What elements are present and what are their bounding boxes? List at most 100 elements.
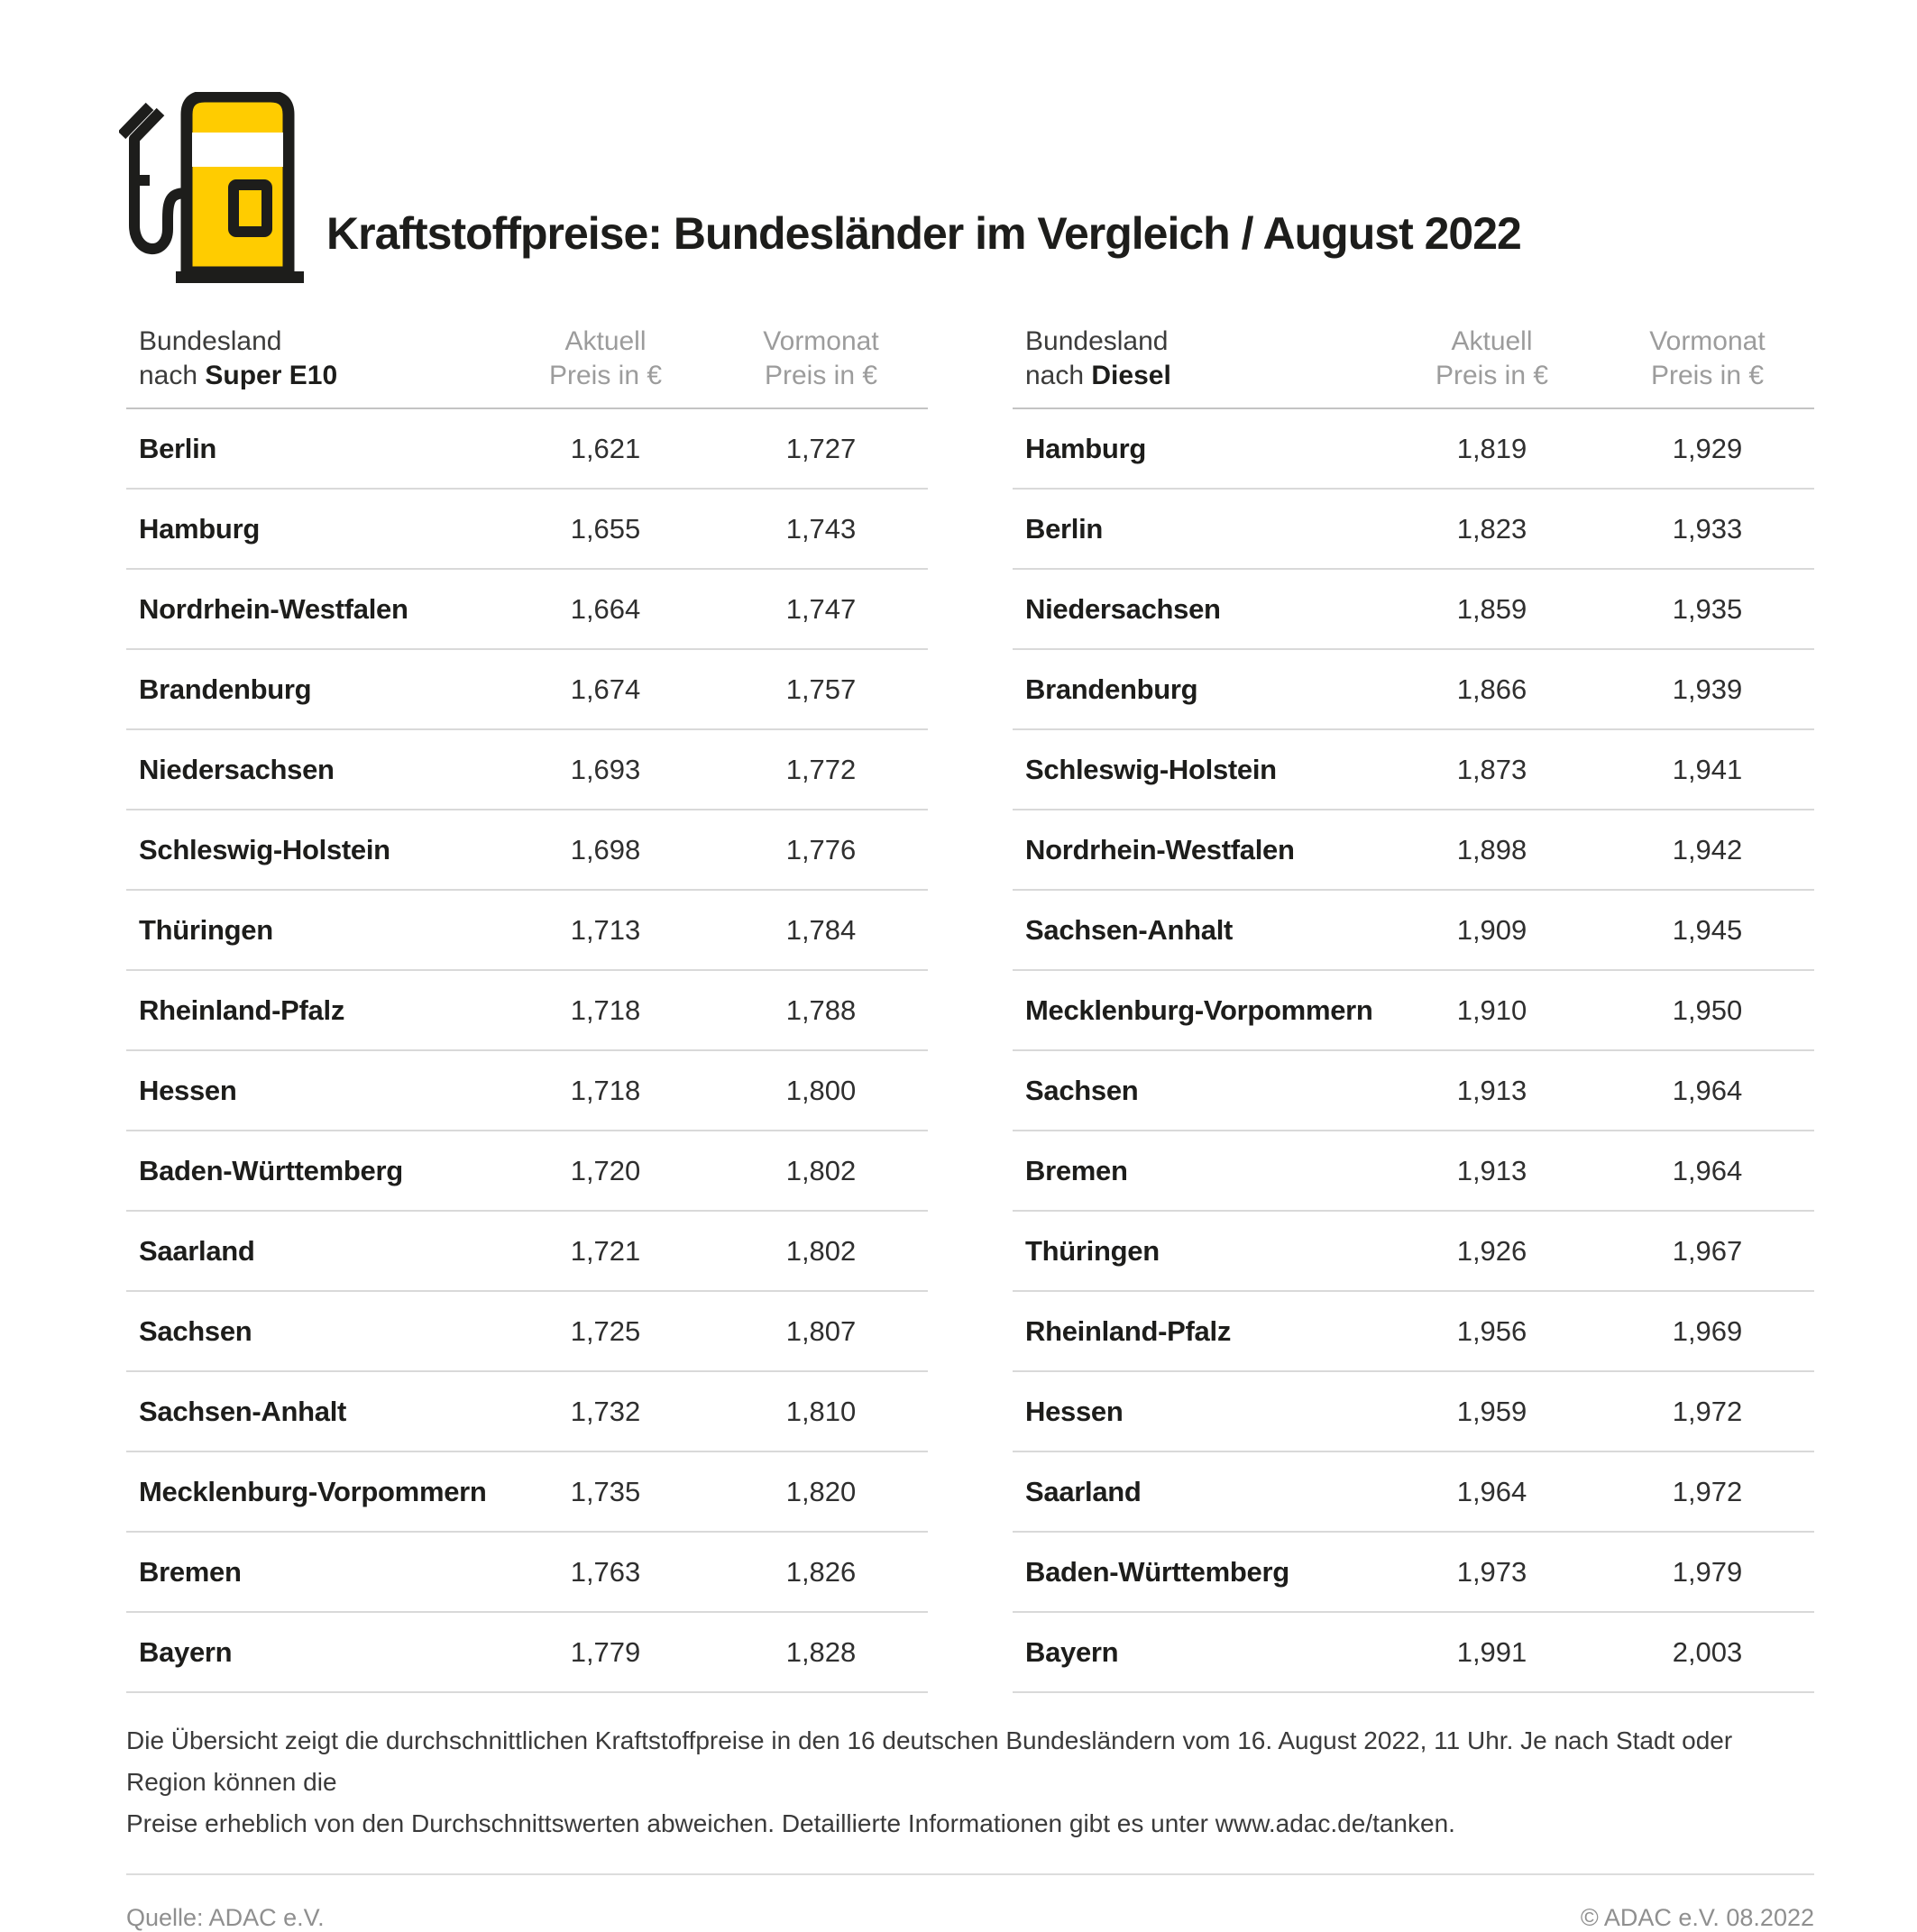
price-aktuell: 1,909 (1456, 913, 1527, 946)
table-header-line1: Bundesland (139, 326, 282, 356)
table-row: Baden-Württemberg 1,720 1,802 (126, 1131, 928, 1212)
bundesland-label: Bremen (1025, 1154, 1128, 1186)
table-row: Schleswig-Holstein 1,873 1,941 (1013, 730, 1814, 810)
bundesland-label: Saarland (1025, 1475, 1142, 1507)
price-aktuell: 1,674 (570, 673, 641, 705)
price-vormonat: 1,935 (1672, 592, 1743, 625)
pump-display-window (228, 179, 272, 237)
bundesland-label: Rheinland-Pfalz (1025, 1314, 1232, 1347)
price-aktuell: 1,873 (1456, 753, 1527, 785)
price-aktuell: 1,655 (570, 512, 641, 545)
table-row: Hamburg 1,819 1,929 (1013, 409, 1814, 490)
price-aktuell: 1,973 (1456, 1555, 1527, 1588)
pump-base (176, 271, 304, 283)
price-vormonat: 1,810 (785, 1395, 857, 1427)
bundesland-label: Bayern (139, 1635, 233, 1668)
table-row: Nordrhein-Westfalen 1,664 1,747 (126, 570, 928, 650)
price-aktuell: 1,991 (1456, 1635, 1527, 1668)
price-aktuell: 1,910 (1456, 993, 1527, 1026)
column-header-aktuell-line1: Aktuell (564, 326, 647, 356)
bundesland-label: Brandenburg (1025, 673, 1198, 705)
column-header-aktuell-line2: Preis in € (548, 361, 663, 390)
pump-nozzle-spout (119, 102, 154, 140)
bundesland-label: Thüringen (139, 913, 273, 946)
price-vormonat: 1,950 (1672, 993, 1743, 1026)
bundesland-label: Berlin (139, 432, 217, 464)
price-aktuell: 1,959 (1456, 1395, 1527, 1427)
bundesland-label: Hamburg (139, 512, 260, 545)
price-aktuell: 1,621 (570, 432, 641, 464)
price-vormonat: 1,941 (1672, 753, 1743, 785)
bundesland-label: Saarland (139, 1234, 255, 1267)
table-row: Bremen 1,763 1,826 (126, 1533, 928, 1613)
bundesland-label: Sachsen (1025, 1074, 1139, 1106)
price-aktuell: 1,720 (570, 1154, 641, 1186)
table-header-bundesland: Bundesland nach Super E10 (126, 325, 513, 393)
bundesland-label: Brandenburg (139, 673, 312, 705)
table-row: Hessen 1,718 1,800 (126, 1051, 928, 1131)
divider (126, 1873, 1814, 1875)
price-vormonat: 1,929 (1672, 432, 1743, 464)
table-row: Mecklenburg-Vorpommern 1,910 1,950 (1013, 971, 1814, 1051)
table-header-fuel-type: Super E10 (205, 361, 338, 390)
fuel-pump-icon (119, 92, 304, 283)
table-body: Hamburg 1,819 1,929 Berlin 1,823 1,933 Nieders… (1013, 409, 1814, 1693)
table-row: Mecklenburg-Vorpommern 1,735 1,820 (126, 1452, 928, 1533)
source-label: Quelle: ADAC e.V. (126, 1904, 325, 1931)
price-aktuell: 1,913 (1456, 1154, 1527, 1186)
table-row: Bayern 1,779 1,828 (126, 1613, 928, 1693)
table-row: Sachsen 1,913 1,964 (1013, 1051, 1814, 1131)
price-aktuell: 1,859 (1456, 592, 1527, 625)
copyright-label: © ADAC e.V. 08.2022 (1580, 1904, 1814, 1931)
price-vormonat: 2,003 (1672, 1635, 1743, 1668)
price-vormonat: 1,800 (785, 1074, 857, 1106)
price-vormonat: 1,743 (785, 512, 857, 545)
table-row: Baden-Württemberg 1,973 1,979 (1013, 1533, 1814, 1613)
price-vormonat: 1,933 (1672, 512, 1743, 545)
table-row: Bayern 1,991 2,003 (1013, 1613, 1814, 1693)
bundesland-label: Hessen (1025, 1395, 1124, 1427)
footnote-line2: Preise erheblich von den Durchschnittswe… (126, 1809, 1455, 1837)
price-aktuell: 1,823 (1456, 512, 1527, 545)
price-aktuell: 1,956 (1456, 1314, 1527, 1347)
table-row: Saarland 1,964 1,972 (1013, 1452, 1814, 1533)
bundesland-label: Mecklenburg-Vorpommern (1025, 993, 1373, 1026)
price-aktuell: 1,735 (570, 1475, 641, 1507)
bundesland-label: Niedersachsen (1025, 592, 1221, 625)
table-header-line1: Bundesland (1025, 326, 1169, 356)
bundesland-label: Sachsen (139, 1314, 252, 1347)
price-vormonat: 1,784 (785, 913, 857, 946)
bundesland-label: Hessen (139, 1074, 237, 1106)
price-aktuell: 1,725 (570, 1314, 641, 1347)
bundesland-label: Nordrhein-Westfalen (1025, 833, 1295, 865)
price-vormonat: 1,802 (785, 1154, 857, 1186)
column-header-vormonat: Vormonat Preis in € (1615, 325, 1800, 393)
price-vormonat: 1,964 (1672, 1074, 1743, 1106)
price-vormonat: 1,945 (1672, 913, 1743, 946)
bundesland-label: Bremen (139, 1555, 242, 1588)
bundesland-label: Rheinland-Pfalz (139, 993, 345, 1026)
bundesland-label: Hamburg (1025, 432, 1146, 464)
table-row: Sachsen 1,725 1,807 (126, 1292, 928, 1372)
price-vormonat: 1,826 (785, 1555, 857, 1588)
footnote-text: Die Übersicht zeigt die durchschnittlich… (126, 1720, 1814, 1845)
column-header-aktuell: Aktuell Preis in € (1399, 325, 1584, 393)
price-aktuell: 1,763 (570, 1555, 641, 1588)
table-header-line2-prefix: nach (1025, 361, 1092, 390)
price-aktuell: 1,721 (570, 1234, 641, 1267)
price-vormonat: 1,802 (785, 1234, 857, 1267)
bundesland-label: Niedersachsen (139, 753, 335, 785)
column-header-aktuell-line2: Preis in € (1435, 361, 1549, 390)
price-vormonat: 1,788 (785, 993, 857, 1026)
price-vormonat: 1,820 (785, 1475, 857, 1507)
price-aktuell: 1,964 (1456, 1475, 1527, 1507)
table-row: Brandenburg 1,866 1,939 (1013, 650, 1814, 730)
table-diesel: Bundesland nach Diesel Aktuell Preis in … (1013, 325, 1814, 1693)
table-row: Niedersachsen 1,859 1,935 (1013, 570, 1814, 650)
price-aktuell: 1,664 (570, 592, 641, 625)
masthead: Kraftstoffpreise: Bundesländer im Vergle… (119, 87, 1814, 283)
footnote-line1: Die Übersicht zeigt die durchschnittlich… (126, 1726, 1733, 1796)
price-aktuell: 1,913 (1456, 1074, 1527, 1106)
table-row: Hessen 1,959 1,972 (1013, 1372, 1814, 1452)
